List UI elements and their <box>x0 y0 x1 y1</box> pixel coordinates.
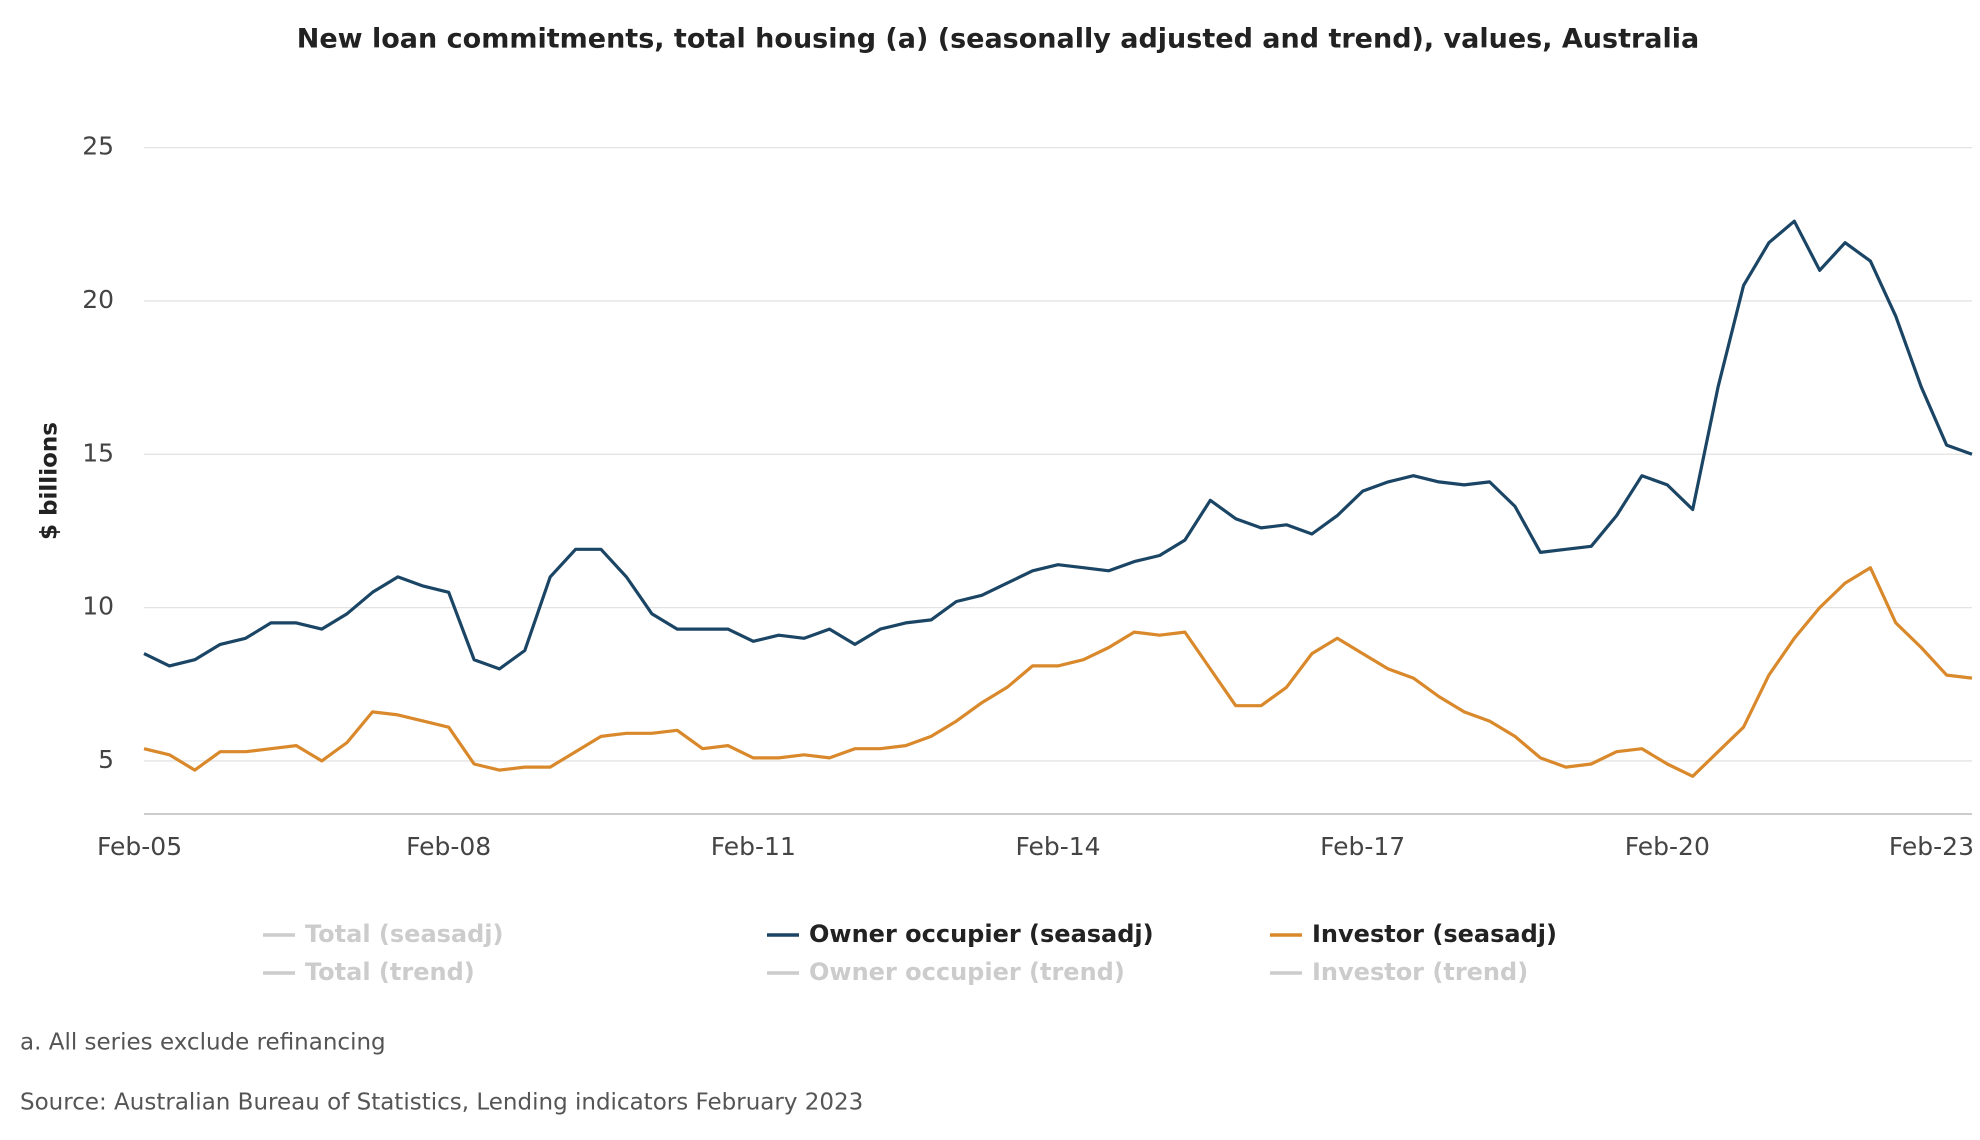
chart-title: New loan commitments, total housing (a) … <box>297 24 1699 55</box>
legend-label[interactable]: Investor (seasadj) <box>1312 920 1557 948</box>
x-tick-label: Feb-20 <box>1625 832 1710 861</box>
legend-label[interactable]: Total (seasadj) <box>305 920 504 948</box>
x-tick-label: Feb-17 <box>1320 832 1405 861</box>
x-tick-label: Feb-05 <box>97 832 182 861</box>
y-tick-label: 5 <box>98 745 114 774</box>
legend-label[interactable]: Owner occupier (trend) <box>809 958 1125 986</box>
legend-label[interactable]: Owner occupier (seasadj) <box>809 920 1154 948</box>
y-tick-label: 25 <box>82 132 114 161</box>
x-tick-label: Feb-23 <box>1889 832 1974 861</box>
x-tick-label: Feb-14 <box>1015 832 1100 861</box>
y-axis-label: $ billions <box>37 422 63 540</box>
y-tick-label: 20 <box>82 285 114 314</box>
legend-label[interactable]: Total (trend) <box>305 958 475 986</box>
source: Source: Australian Bureau of Statistics,… <box>20 1090 863 1116</box>
footnote: a. All series exclude refinancing <box>20 1030 386 1056</box>
x-tick-label: Feb-11 <box>711 832 796 861</box>
line-series <box>143 219 1973 671</box>
y-tick-label: 10 <box>82 592 114 621</box>
legend-label[interactable]: Investor (trend) <box>1312 958 1528 986</box>
line-series <box>143 566 1973 778</box>
x-tick-label: Feb-08 <box>406 832 491 861</box>
y-tick-label: 15 <box>82 438 114 467</box>
